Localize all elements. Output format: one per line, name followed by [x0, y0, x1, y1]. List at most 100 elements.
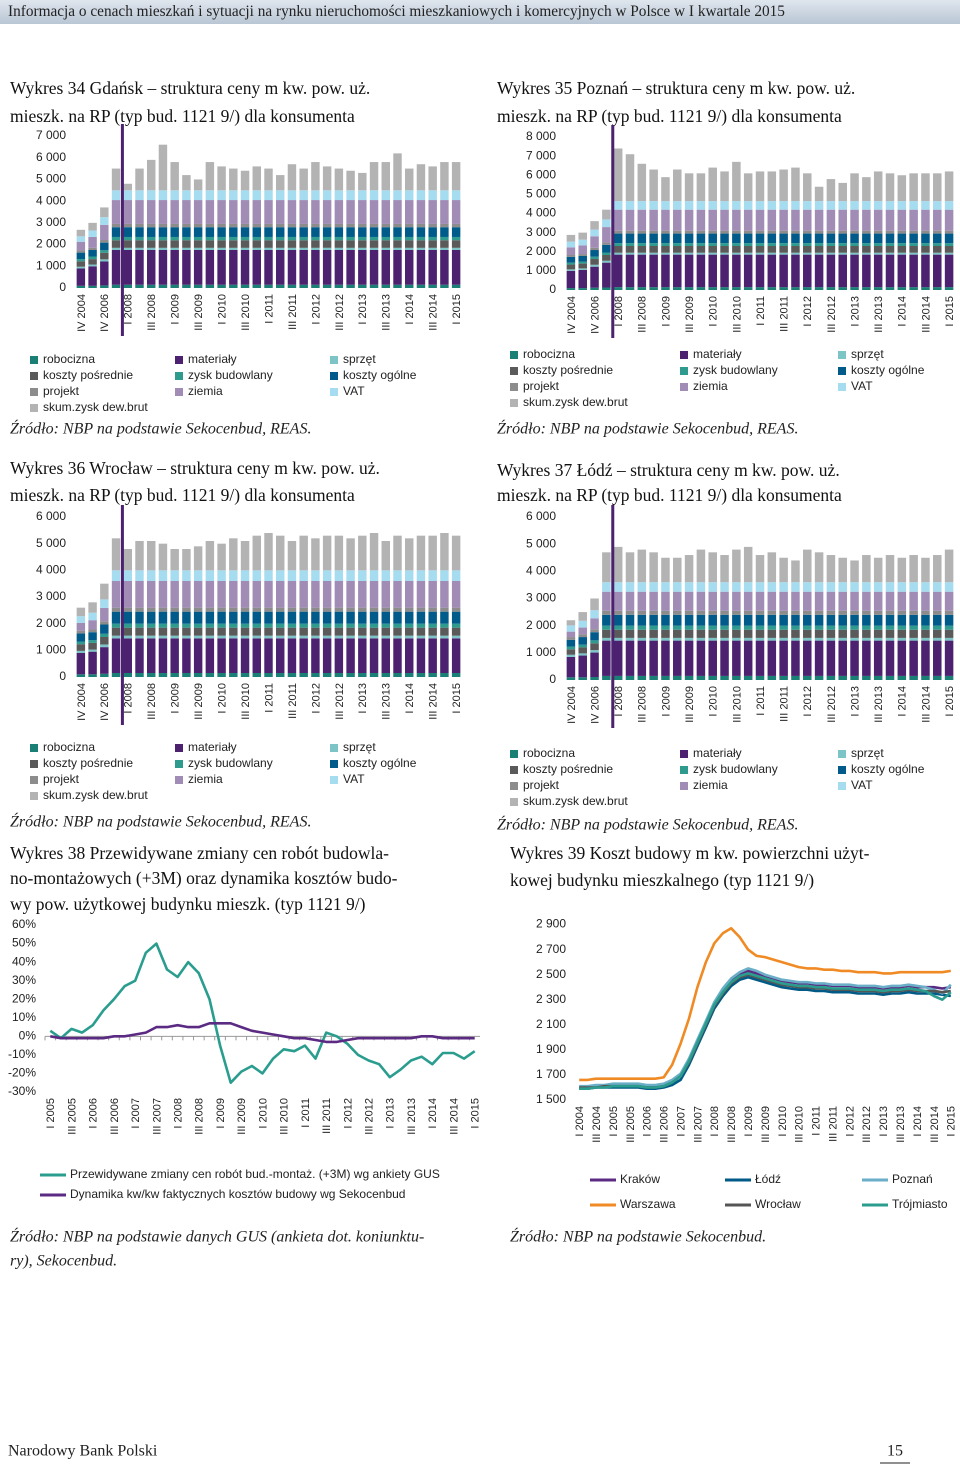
bar-segment [921, 610, 930, 615]
bar-segment [346, 250, 355, 285]
bar-segment [673, 591, 682, 611]
bar-segment [791, 230, 800, 234]
x-tick-label: III 2009 [684, 296, 696, 333]
bar-segment [193, 627, 203, 636]
bar-segment [838, 640, 847, 676]
bar-segment [637, 243, 647, 247]
bar-segment [405, 247, 414, 250]
bar-segment [933, 610, 942, 615]
legend-label: koszty pośrednie [523, 762, 613, 776]
bar-segment [393, 227, 402, 237]
bar-segment [205, 623, 215, 628]
x-tick-label: III 2009 [236, 1098, 248, 1135]
bar-segment [440, 227, 449, 237]
bar-segment [826, 614, 836, 626]
bar-segment [602, 227, 611, 243]
bar-segment [252, 236, 261, 241]
x-tick-label: III 2008 [637, 686, 649, 723]
x-tick-label: I 2010 [216, 294, 228, 325]
x-tick-label: I 2008 [173, 1098, 185, 1129]
bar-segment [311, 190, 320, 201]
bar-segment [182, 223, 191, 228]
bar-segment [732, 246, 741, 253]
bar-segment [193, 236, 203, 241]
bar-segment [590, 256, 599, 260]
bar-segment [346, 623, 355, 628]
bar-segment [625, 230, 635, 234]
legend-label: VAT [343, 384, 365, 398]
bar-segment [779, 591, 788, 611]
bar-segment [346, 236, 355, 241]
bar-segment [276, 627, 285, 636]
bar-segment [673, 209, 682, 231]
bar-segment [334, 223, 344, 228]
bar-segment [637, 246, 647, 253]
bar-segment [826, 555, 836, 583]
y-tick-label: -10% [8, 1047, 36, 1061]
bar-segment [111, 190, 121, 201]
bar-segment [240, 611, 250, 624]
bar-segment [111, 284, 121, 288]
bar-segment [720, 230, 729, 234]
bar-segment [767, 610, 777, 615]
series-line [579, 972, 952, 1090]
bar-segment [873, 233, 883, 244]
bar-segment [791, 614, 800, 626]
bar-segment [708, 582, 717, 592]
bar-segment [135, 190, 144, 201]
bar-segment [252, 250, 261, 285]
bar-segment [613, 591, 623, 611]
bar-segment [625, 591, 635, 611]
x-tick-label: III 2012 [826, 296, 838, 333]
bar-segment [696, 252, 706, 255]
bar-segment [428, 190, 437, 201]
bar-segment [873, 614, 883, 626]
bar-segment [346, 607, 355, 612]
x-tick-label: I 2013 [357, 683, 369, 714]
bar-segment [440, 236, 449, 241]
bar-segment [451, 581, 461, 608]
bar-segment [322, 223, 332, 228]
bar-segment [779, 629, 788, 638]
bar-segment [921, 287, 930, 290]
bar-segment [578, 612, 587, 621]
bar-segment [803, 246, 812, 253]
x-tick-label: III 2012 [364, 1098, 376, 1135]
bar-segment [720, 287, 729, 290]
bar-segment [158, 581, 168, 608]
bar-segment [625, 209, 635, 231]
bar-segment [322, 236, 332, 241]
bar-segment [193, 284, 203, 288]
bar-segment [909, 173, 918, 202]
legend-label: koszty ogólne [343, 756, 417, 770]
bar-segment [147, 623, 156, 628]
bar-segment [885, 254, 895, 288]
bar-segment [625, 154, 635, 202]
legend-swatch [838, 750, 846, 758]
bar-segment [826, 640, 836, 676]
legend-label: materiały [188, 352, 237, 366]
bar-segment [897, 287, 907, 290]
bar-segment [428, 236, 437, 241]
bar-segment [158, 607, 168, 612]
bar-segment [933, 555, 942, 583]
bar-segment [637, 252, 647, 255]
bar-segment [205, 247, 215, 250]
bar-segment [193, 635, 203, 639]
bar-segment [264, 627, 273, 636]
bar-segment [944, 591, 954, 611]
bar-segment [566, 631, 576, 638]
x-tick-label: III 2010 [794, 1106, 806, 1143]
x-tick-label: I 2014 [404, 683, 416, 714]
bar-segment [299, 168, 308, 191]
bar-segment [909, 640, 918, 676]
bar-segment [381, 627, 390, 636]
bar-segment [205, 673, 215, 677]
bar-segment [428, 166, 437, 191]
bar-segment [158, 623, 168, 628]
bar-segment [944, 201, 954, 210]
bar-segment [649, 675, 658, 680]
x-tick-label: IV 2006 [589, 686, 601, 724]
bar-segment [566, 264, 576, 270]
bar-segment [862, 209, 871, 231]
